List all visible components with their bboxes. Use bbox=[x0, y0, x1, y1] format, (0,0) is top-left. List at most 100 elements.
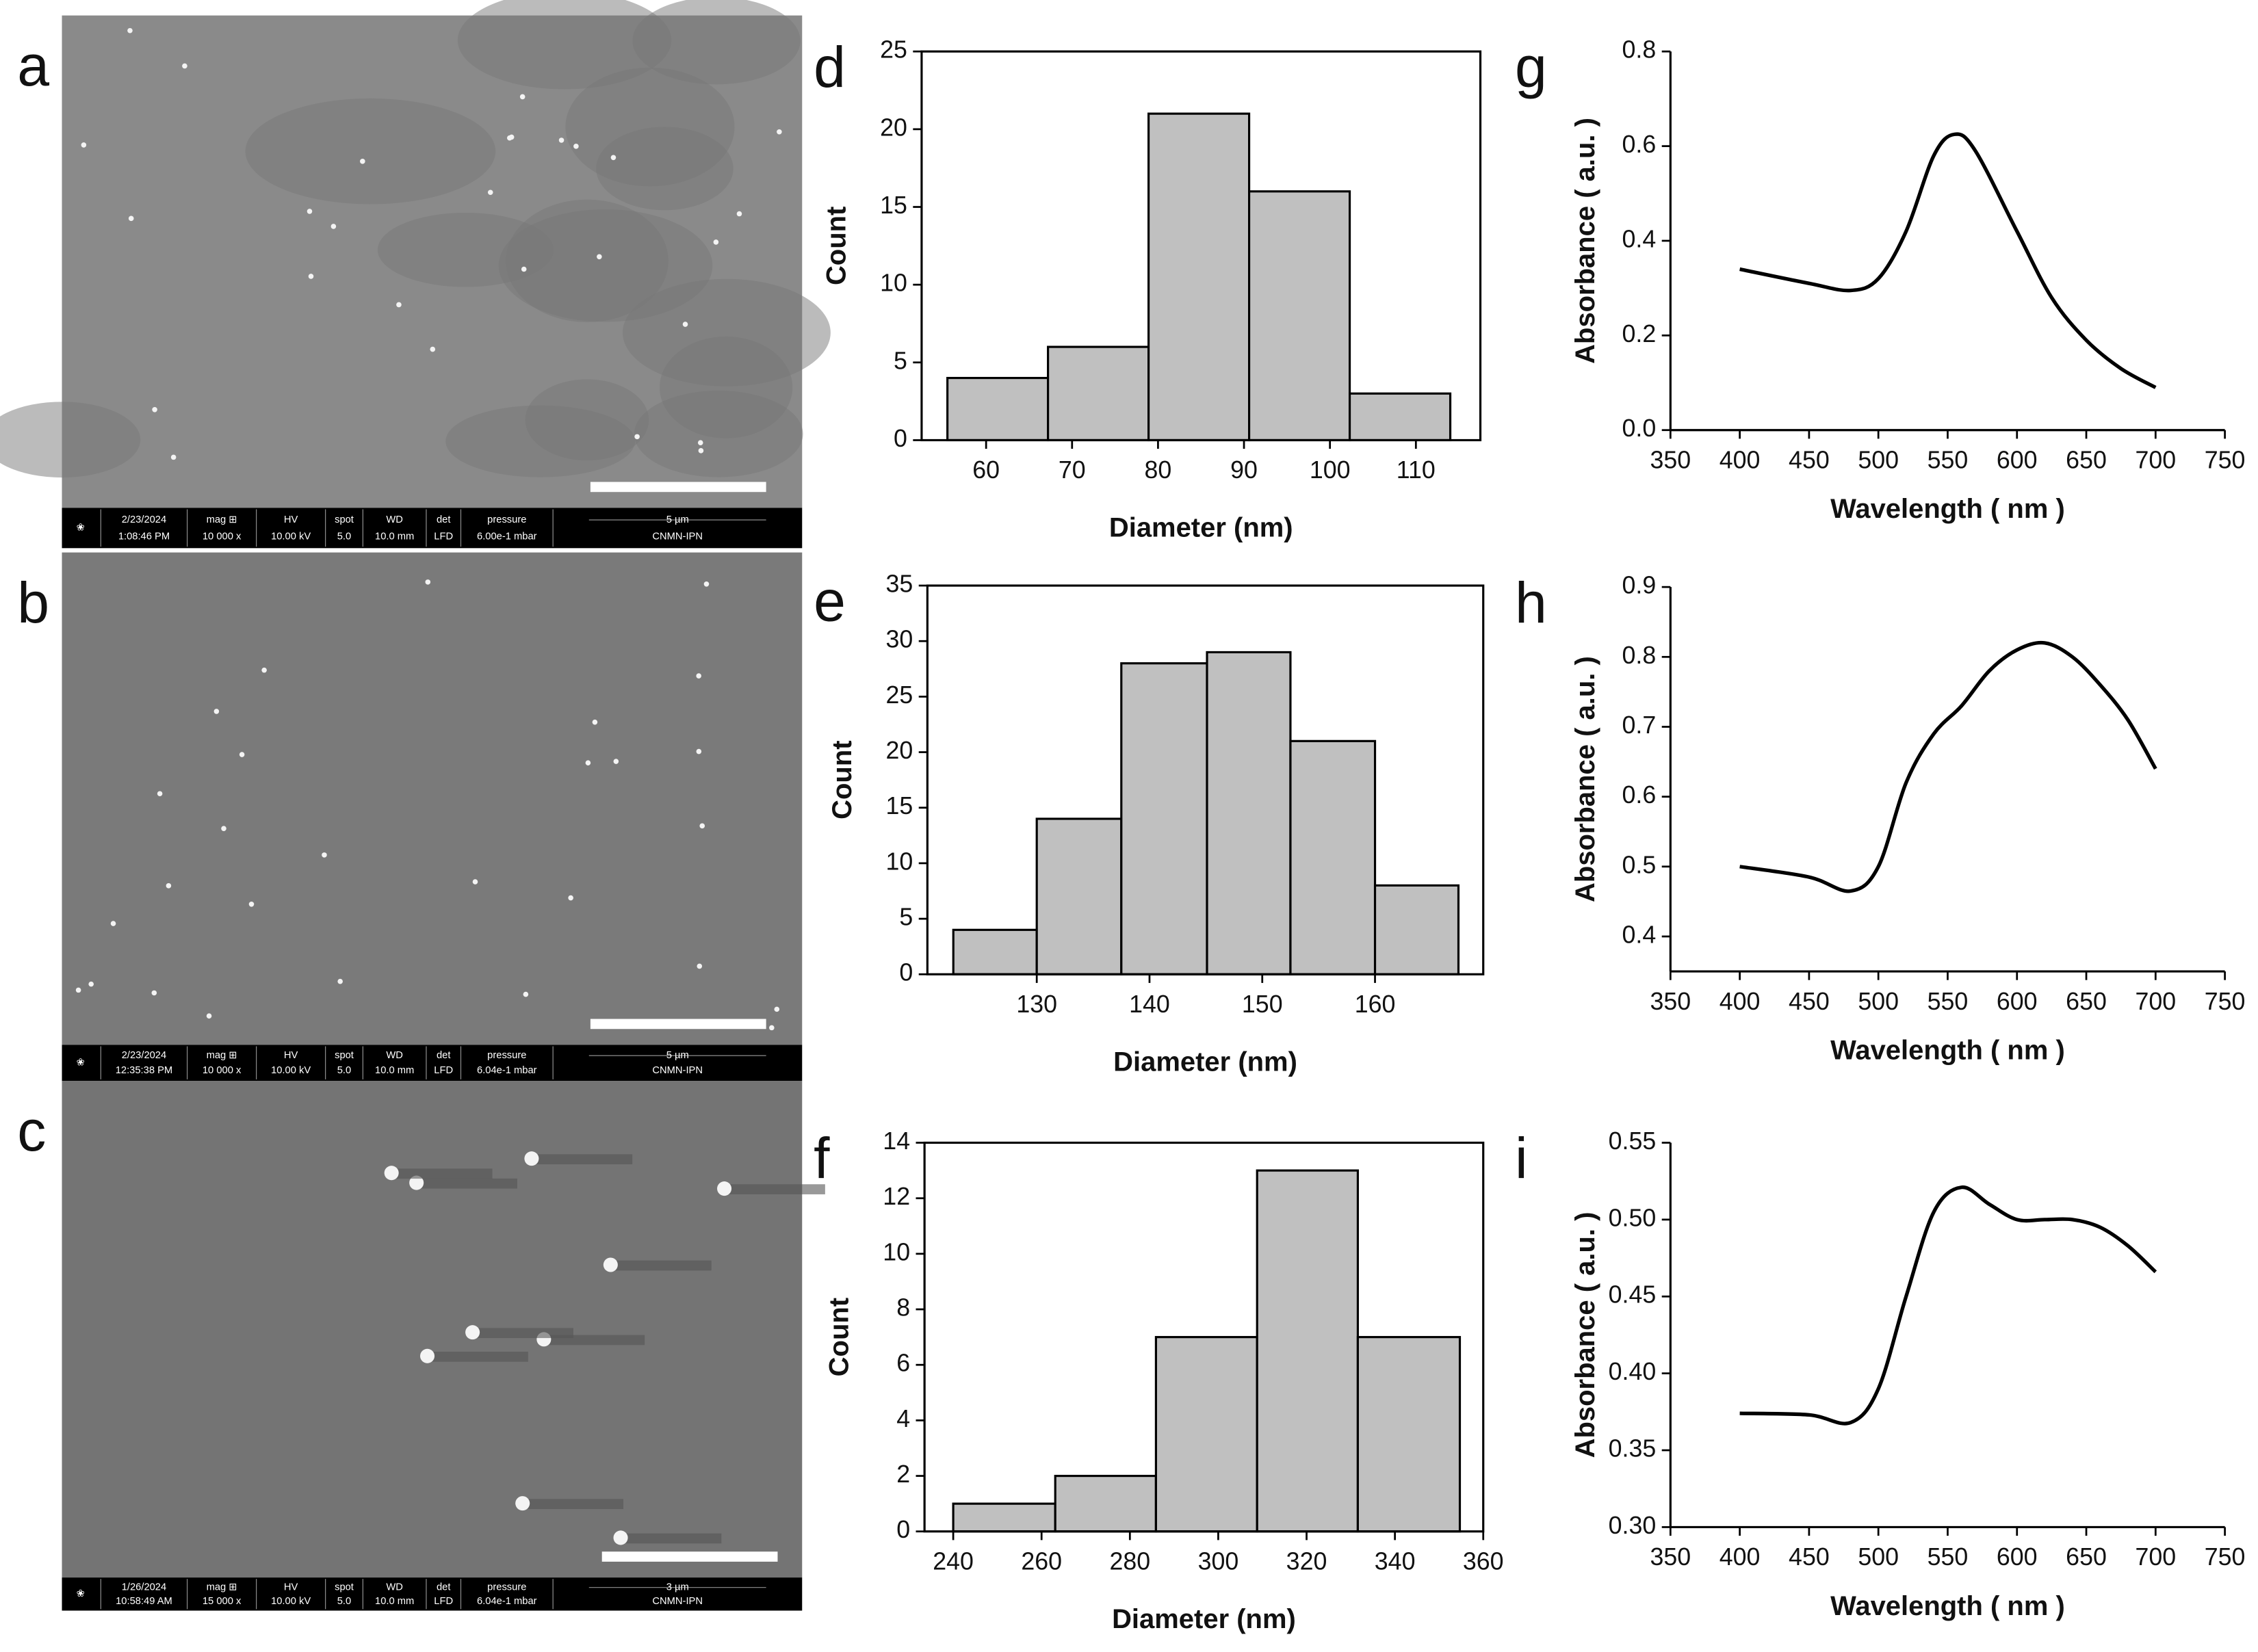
panel-label: e bbox=[814, 569, 846, 633]
y-tick-label: 25 bbox=[880, 36, 907, 64]
shadow bbox=[472, 1328, 573, 1339]
particle bbox=[213, 709, 220, 714]
x-tick-label: 60 bbox=[972, 456, 1000, 484]
y-tick-label: 0.4 bbox=[1622, 225, 1657, 252]
bar bbox=[1289, 739, 1377, 975]
y-axis-title: Count bbox=[827, 740, 857, 819]
particle bbox=[307, 209, 313, 214]
info-header: 2/23/2024 bbox=[122, 1050, 166, 1061]
x-tick-label: 340 bbox=[1375, 1548, 1416, 1575]
info-header: mag ⊞ bbox=[207, 1050, 237, 1061]
particle bbox=[81, 142, 87, 148]
info-header: det bbox=[437, 514, 450, 525]
x-tick-label: 100 bbox=[1310, 456, 1351, 484]
x-tick-label: 130 bbox=[1016, 991, 1057, 1018]
texture bbox=[634, 391, 803, 477]
info-header: WD bbox=[386, 1582, 403, 1593]
y-tick-label: 5 bbox=[894, 347, 907, 374]
shadow bbox=[724, 1184, 825, 1194]
info-header: pressure bbox=[487, 514, 526, 525]
info-header: HV bbox=[284, 1050, 298, 1061]
y-tick-label: 10 bbox=[886, 848, 913, 875]
particle bbox=[166, 883, 172, 889]
particle bbox=[696, 673, 701, 679]
info-header: WD bbox=[386, 514, 403, 525]
x-axis-title: Diameter (nm) bbox=[1109, 513, 1293, 543]
particle bbox=[425, 579, 431, 585]
x-tick-label: 650 bbox=[2066, 1543, 2107, 1571]
bar bbox=[1054, 1474, 1157, 1533]
x-tick-label: 350 bbox=[1650, 1543, 1691, 1571]
x-tick-label: 240 bbox=[933, 1548, 974, 1575]
y-tick-label: 0.8 bbox=[1622, 642, 1657, 669]
x-tick-label: 70 bbox=[1059, 456, 1086, 484]
shadow bbox=[621, 1533, 722, 1544]
info-value: 15 000 x bbox=[203, 1596, 242, 1607]
info-value: CNMN-IPN bbox=[652, 1065, 703, 1076]
particle bbox=[697, 963, 703, 969]
particle bbox=[420, 1348, 435, 1363]
bar bbox=[1206, 651, 1292, 975]
x-tick-label: 600 bbox=[1997, 988, 2038, 1015]
y-tick-label: 0.50 bbox=[1609, 1204, 1657, 1231]
particle bbox=[322, 852, 327, 858]
x-tick-label: 750 bbox=[2205, 446, 2246, 473]
panel-label: d bbox=[814, 35, 846, 99]
y-tick-label: 12 bbox=[883, 1183, 910, 1210]
y-tick-label: 20 bbox=[880, 114, 907, 141]
info-header: pressure bbox=[487, 1582, 526, 1593]
particle bbox=[568, 895, 573, 901]
panel-label: c bbox=[17, 1099, 46, 1163]
particle bbox=[330, 224, 337, 229]
texture bbox=[623, 278, 831, 386]
y-axis-title: Absorbance ( a.u. ) bbox=[1570, 1212, 1600, 1458]
y-tick-label: 30 bbox=[886, 626, 913, 653]
x-tick-label: 90 bbox=[1230, 456, 1258, 484]
particle bbox=[521, 266, 527, 272]
x-tick-label: 550 bbox=[1928, 446, 1969, 473]
particle bbox=[110, 921, 116, 926]
particle bbox=[613, 759, 619, 764]
particle bbox=[182, 63, 187, 69]
x-tick-label: 140 bbox=[1129, 991, 1170, 1018]
x-tick-label: 450 bbox=[1789, 988, 1830, 1015]
info-value: LFD bbox=[434, 1065, 453, 1076]
bar bbox=[946, 376, 1050, 442]
shadow bbox=[416, 1178, 518, 1189]
info-header: 2/23/2024 bbox=[122, 514, 166, 525]
info-value: 5.0 bbox=[337, 1596, 351, 1607]
particle bbox=[487, 189, 493, 196]
shadow bbox=[427, 1351, 528, 1362]
y-tick-label: 8 bbox=[896, 1294, 910, 1321]
y-tick-label: 4 bbox=[896, 1405, 910, 1432]
particle bbox=[597, 254, 602, 260]
info-value: CNMN-IPN bbox=[652, 1596, 703, 1607]
x-tick-label: 550 bbox=[1928, 988, 1969, 1015]
panel-label: g bbox=[1515, 35, 1547, 99]
y-tick-label: 2 bbox=[896, 1460, 910, 1488]
y-tick-label: 15 bbox=[880, 192, 907, 219]
particle bbox=[157, 791, 163, 797]
x-tick-label: 550 bbox=[1928, 1543, 1969, 1571]
info-header: mag ⊞ bbox=[207, 1582, 237, 1593]
particle bbox=[128, 215, 134, 222]
shadow bbox=[522, 1499, 624, 1510]
particle bbox=[774, 1006, 780, 1012]
x-tick-label: 750 bbox=[2205, 1543, 2246, 1571]
info-header: mag ⊞ bbox=[207, 514, 237, 525]
y-tick-label: 0.6 bbox=[1622, 131, 1657, 158]
x-axis-title: Wavelength ( nm ) bbox=[1830, 494, 2065, 524]
particle bbox=[603, 1257, 618, 1272]
x-tick-label: 280 bbox=[1109, 1548, 1150, 1575]
particle bbox=[585, 760, 591, 765]
spectrum-line bbox=[1739, 640, 2157, 893]
shadow bbox=[391, 1168, 493, 1179]
particle bbox=[360, 159, 365, 164]
x-tick-label: 600 bbox=[1997, 1543, 2038, 1571]
info-bar bbox=[62, 508, 803, 549]
x-axis-title: Wavelength ( nm ) bbox=[1830, 1591, 2065, 1621]
shadow bbox=[531, 1154, 633, 1165]
bar bbox=[1373, 884, 1460, 975]
spectrum-line bbox=[1739, 1185, 2157, 1426]
info-value: 6.04e-1 mbar bbox=[477, 1065, 537, 1076]
